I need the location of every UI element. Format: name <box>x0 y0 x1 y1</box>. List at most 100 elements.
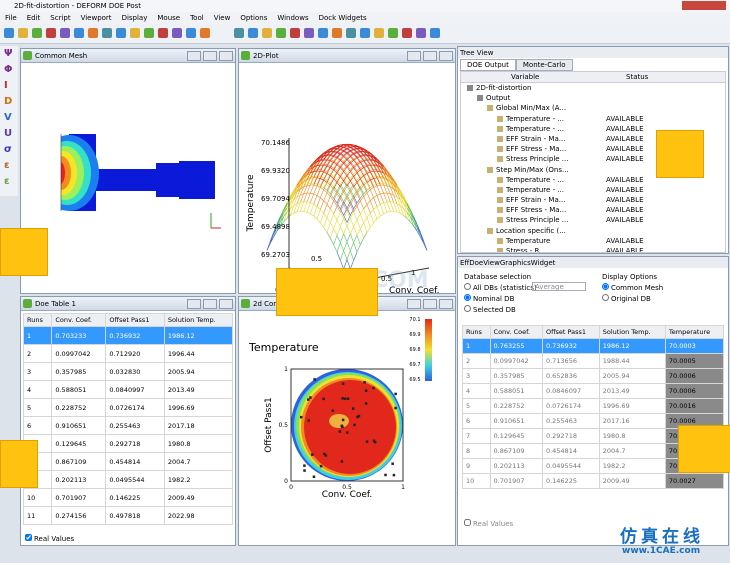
toolbar-button[interactable] <box>360 28 370 38</box>
side-tool[interactable]: U <box>4 128 13 139</box>
side-tool[interactable]: D <box>4 96 13 107</box>
tab[interactable]: Monte-Carlo <box>515 59 573 71</box>
toolbar-button[interactable] <box>158 28 168 38</box>
table-row[interactable]: 10 0.701907 0.146225 2009.49 70.0027 <box>462 473 724 489</box>
column-header[interactable]: Runs <box>462 325 491 339</box>
menu-item[interactable]: Display <box>121 14 148 22</box>
window-controls[interactable] <box>682 1 726 10</box>
column-header[interactable]: Temperature <box>664 325 724 339</box>
column-header[interactable]: Conv. Coef. <box>51 313 107 327</box>
tree-item[interactable]: Output <box>461 93 725 103</box>
side-tool[interactable]: Ψ <box>4 48 13 59</box>
tree-item[interactable]: Temperature AVAILABLE <box>461 236 725 246</box>
toolbar-button[interactable] <box>304 28 314 38</box>
toolbar-button[interactable] <box>18 28 28 38</box>
toolbar-button[interactable] <box>4 28 14 38</box>
toolbar-button[interactable] <box>32 28 42 38</box>
radio-option[interactable]: Nominal DB <box>464 294 514 303</box>
table-row[interactable]: 5 0.228752 0.0726174 1996.69 70.0016 <box>462 398 724 414</box>
toolbar-button[interactable] <box>144 28 154 38</box>
menu-item[interactable]: Options <box>240 14 268 22</box>
window-buttons[interactable] <box>405 299 453 311</box>
toolbar-button[interactable] <box>200 28 210 38</box>
tree-item[interactable]: Temperature - ... AVAILABLE <box>461 114 725 124</box>
toolbar-button[interactable] <box>234 28 244 38</box>
toolbar-button[interactable] <box>60 28 70 38</box>
table-row[interactable]: 3 0.357985 0.652836 2005.94 70.0006 <box>462 368 724 384</box>
column-header[interactable]: Conv. Coef. <box>489 325 543 339</box>
tree-item[interactable]: 2D-fit-distortion <box>461 83 725 93</box>
menu-item[interactable]: Mouse <box>157 14 181 22</box>
window-buttons[interactable] <box>185 299 233 311</box>
tree-item[interactable]: Temperature - ... AVAILABLE <box>461 185 725 195</box>
radio-option[interactable]: Original DB <box>602 294 651 303</box>
table-row[interactable]: 1 0.763255 0.736932 1986.12 70.0003 <box>462 338 724 354</box>
side-tool[interactable]: σ <box>4 144 12 155</box>
column-header[interactable]: Offset Pass1 <box>105 313 165 327</box>
toolbar-button[interactable] <box>130 28 140 38</box>
tree-item[interactable]: Temperature - ... AVAILABLE <box>461 175 725 185</box>
toolbar-button[interactable] <box>276 28 286 38</box>
side-tool[interactable]: ε <box>4 176 10 187</box>
menu-item[interactable]: Windows <box>277 14 309 22</box>
toolbar-button[interactable] <box>46 28 56 38</box>
tree-item[interactable]: EFF Strain - Ma... AVAILABLE <box>461 195 725 205</box>
side-tool[interactable]: Φ <box>4 64 13 75</box>
dropdown[interactable]: Average <box>532 282 586 291</box>
menu-item[interactable]: View <box>213 14 231 22</box>
tree-item[interactable]: Stress - R AVAILABLE <box>461 246 725 252</box>
menu-item[interactable]: Edit <box>26 14 41 22</box>
toolbar-button[interactable] <box>318 28 328 38</box>
toolbar-button[interactable] <box>402 28 412 38</box>
table-row[interactable]: 11 0.274156 0.497818 2022.98 <box>23 506 233 525</box>
side-tool[interactable]: ε <box>4 160 10 171</box>
toolbar-button[interactable] <box>332 28 342 38</box>
toolbar-button[interactable] <box>374 28 384 38</box>
table-row[interactable]: 3 0.357985 0.032830 2005.94 <box>23 362 233 381</box>
table-row[interactable]: 1 0.703233 0.736932 1986.12 <box>23 326 233 345</box>
column-header[interactable]: Solution Temp. <box>598 325 666 339</box>
toolbar-button[interactable] <box>388 28 398 38</box>
side-tool[interactable]: V <box>4 112 12 123</box>
toolbar-button[interactable] <box>346 28 356 38</box>
radio-option[interactable]: Common Mesh <box>602 283 663 292</box>
tree-item[interactable]: Step Min/Max (Ons... <box>461 165 725 175</box>
checkbox[interactable]: Real Values <box>464 519 513 528</box>
toolbar-button[interactable] <box>172 28 182 38</box>
menu-item[interactable]: Viewport <box>80 14 112 22</box>
toolbar-button[interactable] <box>430 28 440 38</box>
menu-item[interactable]: Dock Widgets <box>318 14 367 22</box>
checkbox[interactable]: Real Values <box>25 534 74 543</box>
toolbar-button[interactable] <box>102 28 112 38</box>
tree-item[interactable]: EFF Strain - Ma... AVAILABLE <box>461 134 725 144</box>
tree-item[interactable]: EFF Stress - Ma... AVAILABLE <box>461 205 725 215</box>
tree-item[interactable]: Stress Principle ... AVAILABLE <box>461 215 725 225</box>
toolbar-button[interactable] <box>88 28 98 38</box>
toolbar-button[interactable] <box>290 28 300 38</box>
table-row[interactable]: 5 0.228752 0.0726174 1996.69 <box>23 398 233 417</box>
toolbar-button[interactable] <box>116 28 126 38</box>
window-buttons[interactable] <box>405 51 453 63</box>
toolbar-button[interactable] <box>74 28 84 38</box>
table-row[interactable]: 10 0.701907 0.146225 2009.49 <box>23 488 233 507</box>
radio-option[interactable]: Selected DB <box>464 305 516 314</box>
menu-item[interactable]: File <box>5 14 17 22</box>
menu-item[interactable]: Script <box>50 14 71 22</box>
table-row[interactable]: 2 0.0997042 0.713656 1988.44 70.0005 <box>462 353 724 369</box>
toolbar-button[interactable] <box>416 28 426 38</box>
tree-item[interactable]: Temperature - ... AVAILABLE <box>461 124 725 134</box>
menu-item[interactable]: Tool <box>190 14 204 22</box>
table-row[interactable]: 6 0.910651 0.255463 2017.18 <box>23 416 233 435</box>
toolbar-button[interactable] <box>262 28 272 38</box>
tree-item[interactable]: Location specific (... <box>461 226 725 236</box>
table-row[interactable]: 4 0.588051 0.0840997 2013.49 <box>23 380 233 399</box>
radio-option[interactable]: All DBs (statistics) <box>464 283 537 292</box>
tab[interactable]: DOE Output <box>460 59 516 71</box>
table-row[interactable]: 2 0.0997042 0.712920 1996.44 <box>23 344 233 363</box>
column-header[interactable]: Solution Temp. <box>163 313 233 327</box>
tree-item[interactable]: Global Min/Max (A... <box>461 103 725 113</box>
column-header[interactable]: Offset Pass1 <box>541 325 600 339</box>
column-header[interactable]: Runs <box>23 313 53 327</box>
